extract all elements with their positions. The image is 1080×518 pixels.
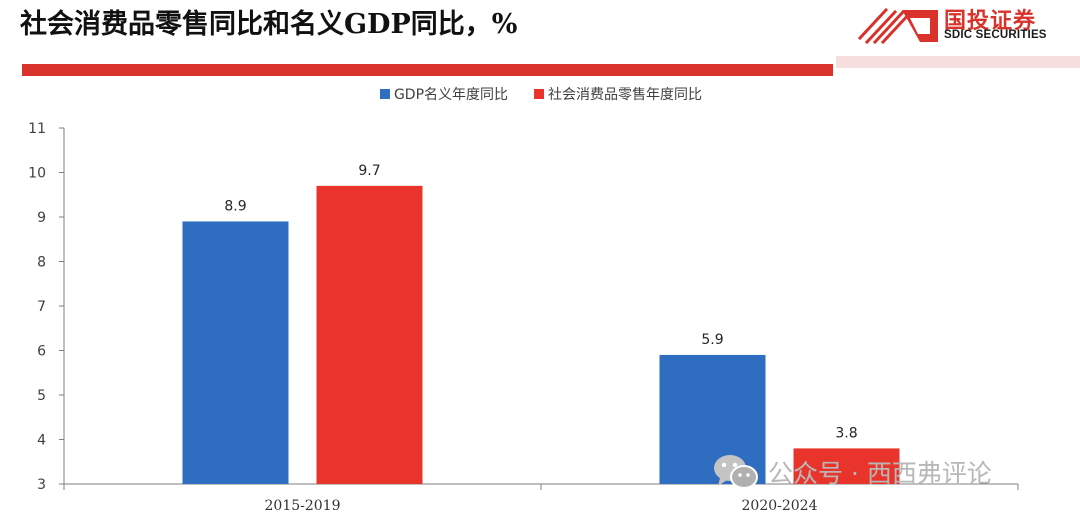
bar <box>659 354 766 484</box>
legend-swatch <box>379 89 390 99</box>
y-tick-label: 10 <box>28 166 46 182</box>
page-title: 社会消费品零售同比和名义GDP同比，% <box>20 9 518 40</box>
y-tick-label: 7 <box>37 299 46 315</box>
y-tick-label: 5 <box>37 388 46 404</box>
brand-name-english: SDIC SECURITIES <box>944 29 1047 41</box>
bar-series: 8.9 9.7 5.9 3.8 <box>182 163 900 484</box>
x-tick-label: 2020-2024 <box>742 498 818 514</box>
watermark: 公众号 · 西西弗评论 <box>712 450 1062 494</box>
legend-swatch <box>534 89 545 99</box>
data-label: 9.7 <box>358 163 380 179</box>
title-underline-accent <box>836 56 1080 68</box>
bar <box>182 221 289 484</box>
bar <box>316 185 423 484</box>
y-tick-label: 3 <box>37 477 46 493</box>
data-label: 8.9 <box>224 198 246 214</box>
y-tick-label: 11 <box>28 121 46 137</box>
y-tick-label: 8 <box>37 255 46 271</box>
chart-legend: GDP名义年度同比 社会消费品零售年度同比 <box>379 87 702 103</box>
brand-name: 国投证券 <box>944 9 1037 34</box>
sdic-logo-icon <box>858 7 938 44</box>
y-axis: 3 4 5 6 7 8 9 10 11 <box>28 121 65 493</box>
data-label: 3.8 <box>835 425 857 441</box>
title-underline-bar <box>22 64 833 76</box>
data-label: 5.9 <box>701 332 723 348</box>
legend-label: GDP名义年度同比 <box>394 87 508 103</box>
watermark-text: 公众号 · 西西弗评论 <box>768 459 992 488</box>
brand-logo: 国投证券 SDIC SECURITIES <box>858 4 1070 44</box>
wechat-icon <box>714 455 758 489</box>
x-tick-label: 2015-2019 <box>265 498 341 514</box>
legend-label: 社会消费品零售年度同比 <box>548 87 702 103</box>
legend-item: GDP名义年度同比 <box>379 87 508 103</box>
legend-item: 社会消费品零售年度同比 <box>534 87 702 103</box>
bar <box>793 448 900 484</box>
y-tick-label: 4 <box>37 433 46 449</box>
y-tick-label: 6 <box>37 344 46 360</box>
y-tick-label: 9 <box>37 210 46 226</box>
